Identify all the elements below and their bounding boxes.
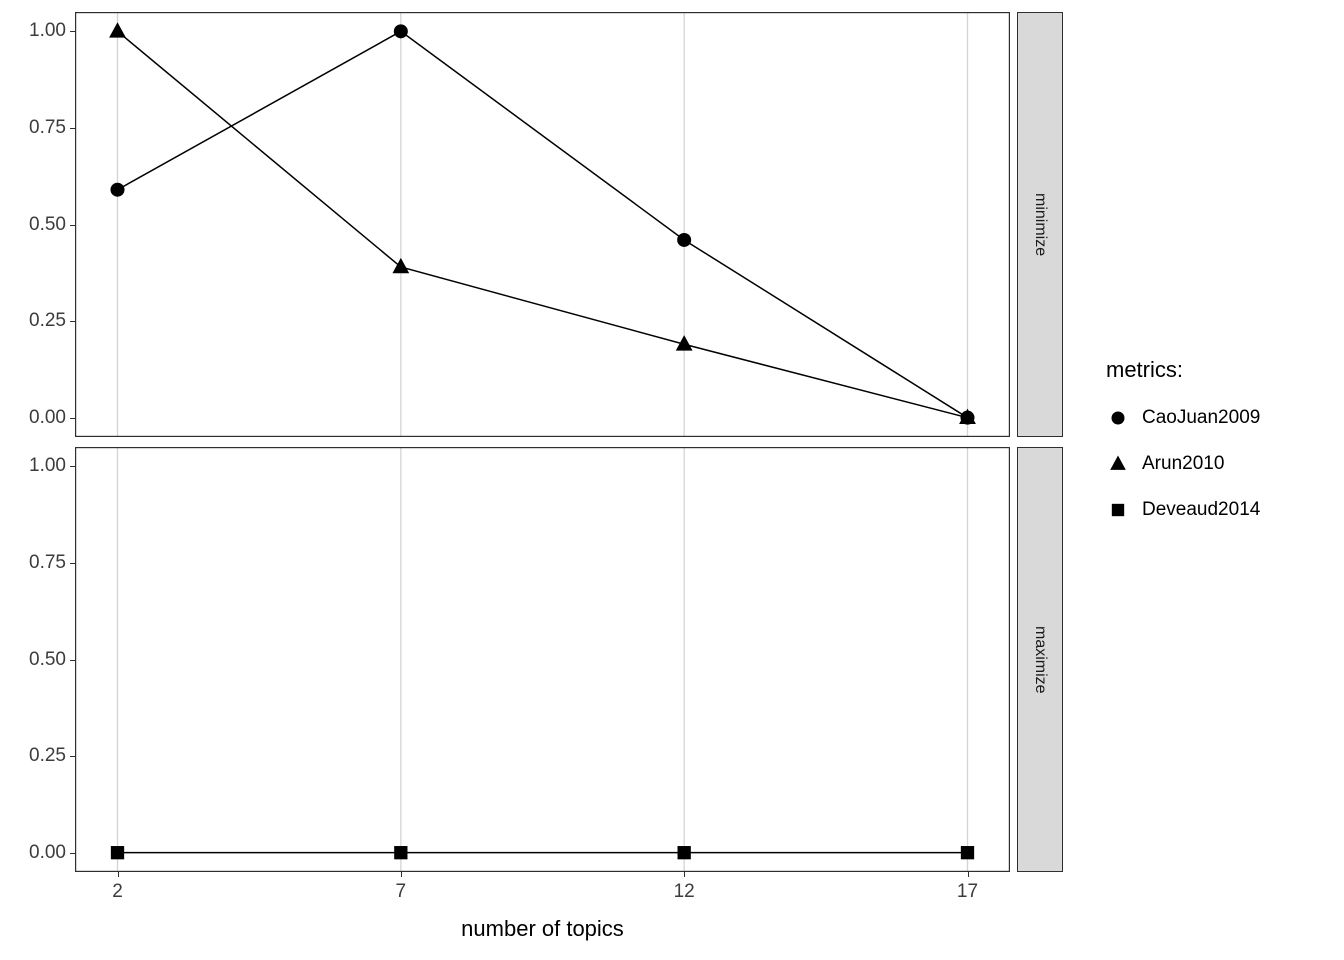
Arun2010-point	[109, 22, 126, 38]
x-tick-mark	[684, 872, 686, 877]
y-tick-label: 0.50	[29, 213, 66, 235]
y-tick-mark	[70, 659, 75, 661]
y-tick-label: 0.25	[29, 745, 66, 767]
y-tick-mark	[70, 852, 75, 854]
Arun2010-point	[392, 257, 410, 274]
Deveaud2014-point	[394, 846, 408, 860]
CaoJuan2009-point	[393, 24, 408, 39]
y-tick-mark	[70, 321, 75, 323]
x-tick-label: 7	[395, 881, 407, 902]
Arun2010-point	[675, 335, 693, 351]
legend-entry: Arun2010	[1106, 441, 1260, 487]
x-tick-mark	[117, 872, 119, 877]
triangle-marker-icon	[1110, 455, 1126, 470]
y-tick-mark	[70, 466, 75, 468]
x-tick-label: 2	[112, 881, 123, 902]
y-tick-label: 0.75	[29, 551, 66, 573]
Deveaud2014-legend-point	[1111, 503, 1125, 517]
Arun2010-legend-point	[1110, 455, 1126, 470]
Deveaud2014-point	[110, 846, 125, 860]
y-tick-label: 0.50	[29, 648, 66, 670]
y-tick-label: 0.25	[29, 310, 66, 332]
CaoJuan2009-legend-point	[1111, 411, 1125, 425]
panel-maximize	[75, 447, 1010, 872]
y-tick-mark	[70, 756, 75, 758]
panel-border	[75, 12, 1010, 437]
legend-entry-label: Deveaud2014	[1142, 499, 1261, 520]
Deveaud2014-point	[677, 846, 691, 860]
facet-strip-maximize: maximize	[1017, 447, 1063, 872]
y-tick-mark	[70, 224, 75, 226]
legend-entry: Deveaud2014	[1106, 487, 1260, 533]
legend-entry-label: Arun2010	[1142, 453, 1225, 474]
legend-title: metrics:	[1106, 357, 1183, 382]
Deveaud2014-point	[960, 846, 975, 860]
y-tick-label: 0.00	[29, 841, 66, 863]
facet-strip-minimize: minimize	[1017, 12, 1063, 437]
x-tick-mark	[967, 872, 969, 877]
CaoJuan2009-point	[110, 182, 125, 197]
panel-background	[75, 12, 1010, 437]
y-tick-label: 0.75	[29, 116, 66, 138]
panel-minimize	[75, 12, 1010, 437]
legend-entry-label: CaoJuan2009	[1142, 407, 1261, 428]
y-tick-mark	[70, 417, 75, 419]
x-tick-label: 12	[673, 881, 695, 902]
y-tick-label: 0.00	[29, 406, 66, 428]
y-tick-label: 1.00	[29, 20, 66, 42]
y-tick-mark	[70, 31, 75, 33]
legend-entry: CaoJuan2009	[1106, 395, 1260, 441]
CaoJuan2009-point	[677, 232, 692, 247]
x-tick-label: 17	[956, 881, 979, 902]
facet-label: maximize	[1032, 625, 1049, 694]
y-tick-label: 1.00	[29, 455, 66, 477]
y-tick-mark	[70, 127, 75, 129]
legend: metrics: CaoJuan2009 Arun2010 Deveaud2014	[1106, 357, 1260, 533]
x-tick-mark	[400, 872, 402, 877]
series-line-CaoJuan2009	[117, 30, 968, 419]
legend-entries: CaoJuan2009 Arun2010 Deveaud2014	[1106, 395, 1260, 533]
x-axis-title: number of topics	[461, 916, 624, 941]
series-line-Arun2010	[117, 30, 968, 419]
Arun2010-point	[959, 408, 976, 424]
panel-border	[75, 447, 1010, 872]
y-tick-mark	[70, 562, 75, 564]
circle-marker-icon	[1111, 411, 1125, 425]
facet-label: minimize	[1032, 192, 1049, 257]
panel-background	[75, 447, 1010, 872]
square-marker-icon	[1111, 503, 1125, 517]
